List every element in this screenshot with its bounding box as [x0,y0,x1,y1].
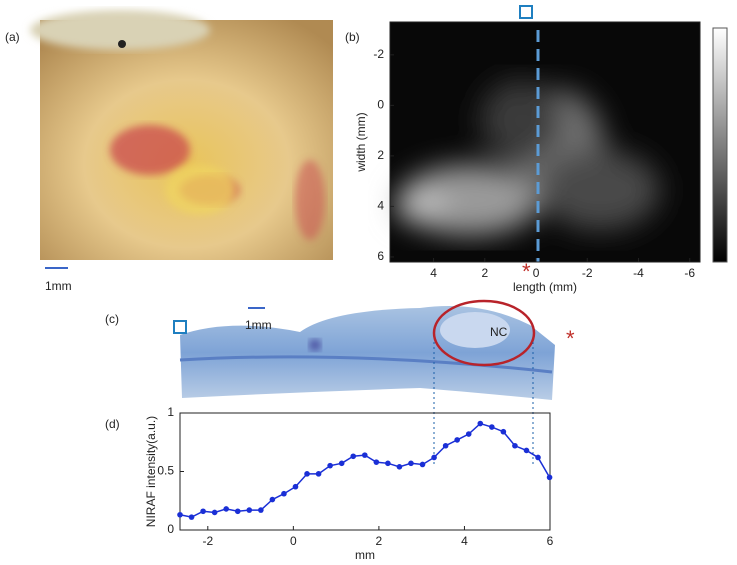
x-tick-label: 4 [430,266,437,280]
point [338,460,345,467]
point [350,453,357,460]
panel-label: (a) [5,30,20,44]
point [200,508,206,515]
y-tick-label: 2 [377,148,384,162]
point [315,471,322,477]
x-axis-label: length (mm) [513,280,577,294]
point [304,471,310,477]
point [408,460,414,467]
point [489,424,495,430]
x-tick-label: 0 [290,534,297,548]
point [246,507,253,513]
point [396,464,403,470]
line [179,422,551,518]
x-tick-label: 2 [376,534,383,548]
y-tick-label: 1 [167,405,174,419]
panel-label: (b) [345,30,360,44]
point [361,452,368,458]
y-tick-label: 6 [377,249,384,263]
x-axis-label: mm [355,548,375,562]
marker-star: * [566,326,575,351]
plot-frame [389,21,701,263]
x-tick-label: 6 [547,534,554,548]
heatmap-image [390,22,700,262]
histology [179,306,555,400]
scale-bar-label: 1mm [245,318,272,332]
y-axis-label: width (mm) [354,112,368,172]
x-tick-label: -6 [684,266,695,280]
point [431,454,437,461]
point [188,514,195,520]
x-tick-label: -4 [633,266,644,280]
point [477,420,484,427]
point [419,461,426,468]
point [223,506,229,512]
point [523,447,530,454]
point [234,508,241,515]
x-tick-label: 4 [461,534,468,548]
scale-bar-label: 1mm [45,279,72,293]
point [385,460,391,467]
y-tick-label: 4 [377,199,384,213]
point [512,442,518,449]
y-tick-label: -2 [373,47,384,61]
x-tick-label: 2 [481,266,488,280]
point [546,474,553,481]
point [465,431,472,437]
x-tick-label: 0 [533,266,540,280]
point [177,511,183,518]
y-tick-label: 0 [167,522,174,536]
marker-star: * [522,259,531,284]
point [442,442,449,449]
point [211,509,218,516]
nc-label: NC [490,325,508,339]
photo [30,10,333,260]
point [454,437,460,443]
point [500,428,507,435]
point [258,507,264,513]
y-axis-label: NIRAF intensity(a.u.) [144,416,158,527]
x-tick-label: -2 [582,266,593,280]
panel-label: (d) [105,417,120,431]
x-tick-label: -2 [202,534,213,548]
point [535,454,541,461]
panel-label: (c) [105,312,119,326]
point [292,483,299,490]
point [373,459,380,465]
marker-square [173,320,187,334]
y-tick-label: 0.5 [157,464,174,478]
colorbar [712,27,728,263]
marker-square [519,5,533,19]
nc-ellipse [432,299,536,367]
point [281,490,287,497]
y-tick-label: 0 [377,98,384,112]
point [327,462,333,469]
point [269,496,276,503]
